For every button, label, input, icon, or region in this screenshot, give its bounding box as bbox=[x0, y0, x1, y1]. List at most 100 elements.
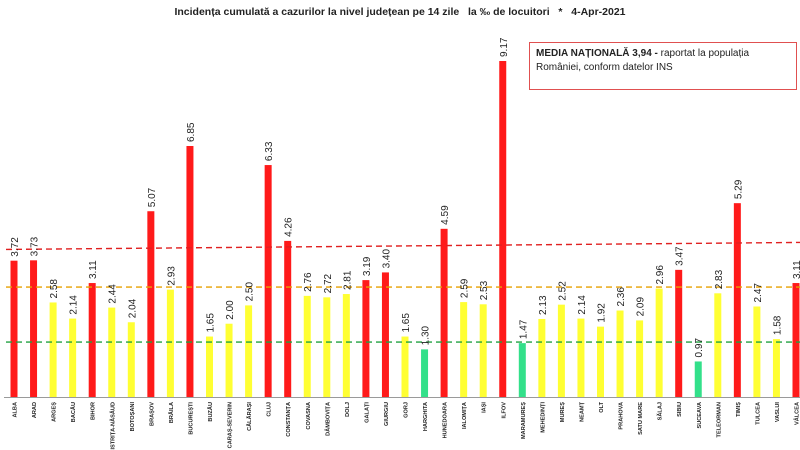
data-label: 2.50 bbox=[245, 281, 256, 301]
x-tick-label: SUCEAVA bbox=[697, 402, 703, 429]
bar bbox=[264, 165, 272, 397]
bar bbox=[499, 61, 507, 397]
x-tick-label: TULCEA bbox=[755, 402, 761, 425]
data-label: 6.33 bbox=[264, 141, 275, 161]
bar bbox=[772, 339, 780, 397]
x-tick-label: HARGHITA bbox=[423, 402, 429, 431]
data-label: 2.76 bbox=[303, 272, 314, 292]
x-tick-label: CĂLĂRAȘI bbox=[246, 402, 253, 431]
national-average-note: MEDIA NAȚIONALĂ 3,94 - raportat la popul… bbox=[529, 42, 797, 90]
data-label: 4.59 bbox=[440, 205, 451, 225]
national-average-text: raportat la populația României, conform … bbox=[536, 48, 750, 73]
data-label: 3.73 bbox=[30, 236, 41, 256]
data-label: 2.00 bbox=[225, 300, 236, 320]
data-label: 5.07 bbox=[147, 187, 158, 207]
x-tick-label: MEHEDINȚI bbox=[540, 402, 546, 433]
data-label: 3.47 bbox=[675, 246, 686, 266]
x-tick-label: BOTOȘANI bbox=[130, 402, 136, 432]
x-tick-label: GORJ bbox=[404, 402, 410, 418]
bar bbox=[753, 306, 761, 397]
x-tick-label: TIMIȘ bbox=[736, 402, 742, 417]
data-label: 1.58 bbox=[772, 315, 783, 335]
x-tick-label: CARAȘ-SEVERIN bbox=[228, 402, 234, 448]
bar bbox=[421, 349, 429, 397]
data-label: 3.11 bbox=[792, 260, 800, 279]
bar bbox=[303, 295, 311, 397]
x-tick-label: PRAHOVA bbox=[619, 402, 625, 430]
x-tick-label: VÂLCEA bbox=[794, 402, 800, 425]
bar bbox=[577, 318, 585, 397]
data-label: 2.36 bbox=[616, 287, 627, 307]
bar bbox=[108, 307, 116, 397]
data-label: 1.65 bbox=[206, 313, 217, 333]
bar bbox=[88, 283, 96, 397]
x-tick-label: BISTRIȚA-NĂSĂUD bbox=[109, 402, 116, 450]
bar bbox=[10, 260, 18, 397]
x-tick-label: SIBIU bbox=[677, 402, 683, 417]
x-tick-label: ARAD bbox=[32, 402, 38, 418]
bar bbox=[597, 326, 604, 397]
bar bbox=[362, 280, 370, 397]
data-label: 2.96 bbox=[655, 265, 666, 285]
x-tick-label: ALBA bbox=[13, 402, 19, 418]
data-label: 2.09 bbox=[636, 297, 647, 317]
bar bbox=[401, 336, 409, 397]
data-label: 2.04 bbox=[127, 298, 138, 318]
x-tick-label: BRAȘOV bbox=[149, 402, 155, 426]
data-label: 2.14 bbox=[69, 295, 80, 315]
bar bbox=[166, 289, 174, 397]
data-label: 0.97 bbox=[694, 338, 705, 358]
data-label: 3.19 bbox=[362, 256, 373, 276]
x-tick-label: ARGEȘ bbox=[52, 402, 58, 422]
data-label: 2.47 bbox=[753, 283, 764, 303]
bar bbox=[147, 211, 155, 397]
x-tick-label: GIURGIU bbox=[384, 402, 390, 426]
bar bbox=[518, 343, 526, 397]
data-label: 3.11 bbox=[88, 260, 99, 279]
x-tick-label: IAȘI bbox=[482, 402, 488, 413]
bar bbox=[186, 146, 194, 397]
bar bbox=[792, 283, 800, 397]
data-label: 2.83 bbox=[714, 269, 725, 289]
x-tick-label: TELEORMAN bbox=[716, 402, 722, 437]
x-tick-label: CONSTANȚA bbox=[286, 402, 292, 437]
bar bbox=[284, 240, 292, 397]
x-tick-label: BRĂILA bbox=[168, 402, 175, 423]
data-label: 2.13 bbox=[538, 295, 549, 315]
data-label: 2.72 bbox=[323, 273, 334, 293]
data-label: 2.59 bbox=[460, 278, 471, 298]
data-label: 9.17 bbox=[499, 37, 510, 57]
bar bbox=[323, 297, 331, 397]
bar bbox=[655, 288, 663, 397]
data-label: 2.14 bbox=[577, 295, 588, 315]
bar bbox=[733, 203, 741, 397]
x-tick-label: MUREȘ bbox=[560, 402, 566, 422]
data-label: 1.47 bbox=[518, 319, 529, 339]
bar bbox=[225, 323, 233, 397]
bar bbox=[342, 294, 350, 397]
x-tick-label: VASLUI bbox=[775, 402, 781, 423]
x-tick-label: BACĂU bbox=[70, 402, 77, 422]
chart-title: Incidența cumulată a cazurilor la nivel … bbox=[174, 6, 626, 18]
bar bbox=[714, 293, 722, 397]
data-label: 3.40 bbox=[381, 249, 392, 269]
data-label: 2.93 bbox=[166, 266, 177, 286]
data-label: 2.53 bbox=[479, 280, 490, 300]
x-tick-label: DÂMBOVIȚA bbox=[324, 402, 331, 436]
bar bbox=[636, 320, 644, 397]
bar bbox=[440, 228, 448, 397]
data-label: 2.58 bbox=[49, 279, 60, 299]
bar bbox=[538, 318, 546, 397]
data-label: 3.72 bbox=[10, 237, 21, 257]
data-label: 2.52 bbox=[557, 281, 568, 301]
x-tick-label: SĂLAJ bbox=[657, 402, 664, 420]
x-tick-label: OLT bbox=[599, 401, 605, 412]
bar bbox=[460, 302, 468, 397]
x-tick-label: DOLJ bbox=[345, 402, 351, 417]
bar bbox=[616, 310, 624, 397]
bar bbox=[206, 336, 213, 397]
x-tick-label: IALOMIȚA bbox=[462, 402, 468, 429]
data-label: 4.26 bbox=[284, 217, 295, 237]
bar bbox=[49, 302, 57, 397]
